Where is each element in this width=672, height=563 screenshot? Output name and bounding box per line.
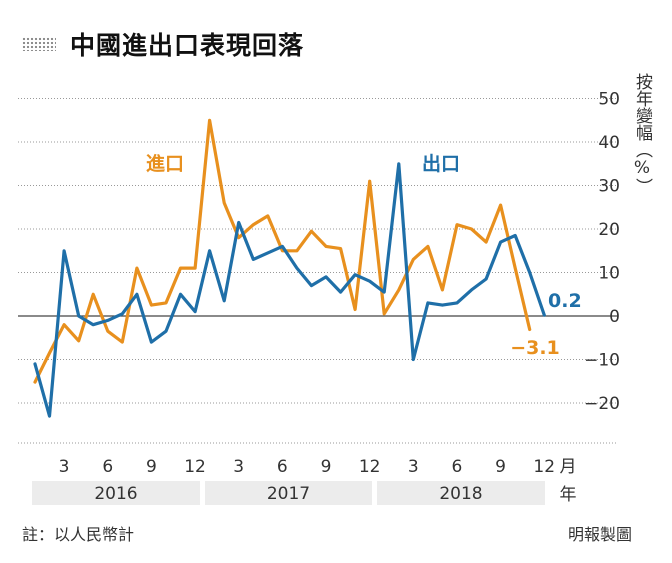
x-tick-label: 6 <box>452 457 463 477</box>
imports-series-line <box>33 118 532 384</box>
year-label: 2017 <box>267 484 310 504</box>
x-tick-label: 3 <box>408 457 419 477</box>
title-row: 中國進出口表現回落 <box>22 26 304 62</box>
y-tick-label: 50 <box>598 90 620 110</box>
year-unit-label: 年 <box>560 485 577 505</box>
y-tick-label: 10 <box>598 264 620 284</box>
year-label: 2016 <box>94 484 137 504</box>
x-tick-label: 3 <box>233 457 244 477</box>
x-tick-label: 9 <box>321 457 332 477</box>
footnote: 註：以人民幣計 <box>22 525 135 544</box>
y-tick-label: 20 <box>598 220 620 240</box>
y-tick-label: 0 <box>609 307 620 327</box>
y-axis-label: 按年變幅（%） <box>632 73 652 195</box>
dotted-ornament <box>22 37 56 51</box>
y-tick-label: −20 <box>584 394 620 414</box>
year-label: 2018 <box>439 484 482 504</box>
year-band <box>205 481 372 505</box>
x-tick-label: 9 <box>495 457 506 477</box>
y-tick-label: 40 <box>598 133 620 153</box>
y-tick-label: 30 <box>598 177 620 197</box>
x-tick-label: 3 <box>59 457 70 477</box>
year-band <box>377 481 545 505</box>
x-tick-label: 12 <box>359 457 381 477</box>
x-tick-label: 12 <box>533 457 555 477</box>
x-tick-label: 6 <box>277 457 288 477</box>
exports-end-value: 0.2 <box>548 290 582 312</box>
exports-series-line <box>33 162 546 418</box>
y-tick-label: −10 <box>584 351 620 371</box>
x-tick-label: 12 <box>184 457 206 477</box>
x-tick-label: 9 <box>146 457 157 477</box>
exports-series-name: 出口 <box>422 152 460 175</box>
x-tick-label: 6 <box>102 457 113 477</box>
imports-series-name: 進口 <box>146 153 184 175</box>
credit: 明報製圖 <box>568 525 633 544</box>
x-unit-label: 月 <box>560 457 577 477</box>
imports-end-value: −3.1 <box>510 337 560 359</box>
year-band <box>32 481 200 505</box>
chart-title: 中國進出口表現回落 <box>70 31 305 60</box>
